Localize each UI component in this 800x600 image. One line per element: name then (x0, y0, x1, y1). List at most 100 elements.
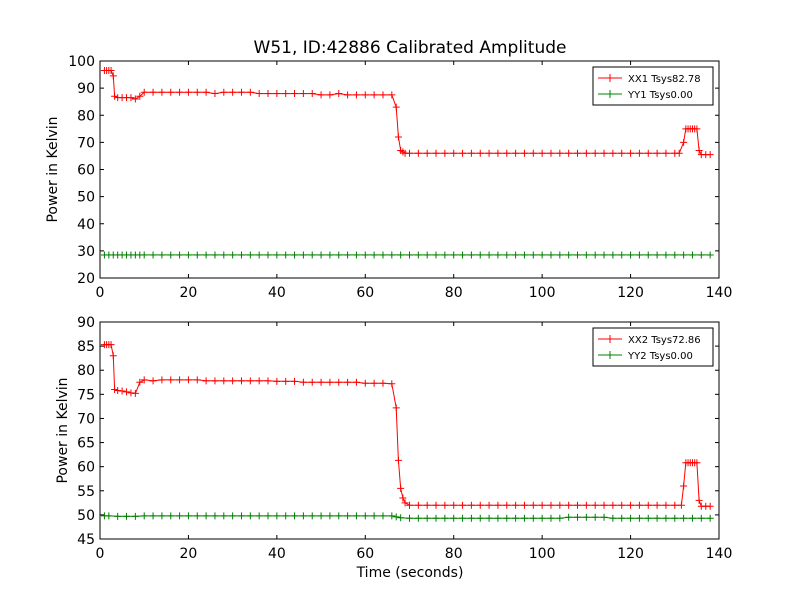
data-point (202, 377, 210, 385)
data-point (299, 378, 307, 386)
y-tick-label: 45 (77, 532, 95, 548)
data-point (538, 514, 546, 522)
data-point (237, 88, 245, 96)
legend: XX1 Tsys82.78 YY1 Tsys0.00 (592, 66, 714, 106)
legend: XX2 Tsys72.86 YY2 Tsys0.00 (592, 327, 714, 367)
bottom-panel: 0 20 40 60 80 100 120 140 45 50 55 60 65 70 75 80 85 90 Po… (55, 315, 732, 562)
data-point (149, 512, 157, 520)
data-point (423, 251, 431, 259)
data-point (264, 251, 272, 259)
data-point (574, 501, 582, 509)
data-point (176, 376, 184, 384)
data-point (600, 149, 608, 157)
data-point (140, 251, 148, 259)
x-tick-label: 140 (706, 546, 733, 562)
data-point (167, 376, 175, 384)
data-point (344, 251, 352, 259)
data-point (635, 149, 643, 157)
data-point (538, 501, 546, 509)
data-point (308, 90, 316, 98)
data-point (565, 251, 573, 259)
data-point (308, 251, 316, 259)
data-point (246, 88, 254, 96)
data-point (512, 149, 520, 157)
data-point (467, 149, 475, 157)
data-point (273, 90, 281, 98)
data-point (158, 88, 166, 96)
data-point (158, 512, 166, 520)
data-point (237, 377, 245, 385)
x-tick-label: 140 (706, 285, 733, 301)
data-point (379, 512, 387, 520)
data-point (512, 251, 520, 259)
data-point (547, 514, 555, 522)
y-tick-label: 85 (77, 339, 95, 355)
data-point (450, 501, 458, 509)
data-point (600, 501, 608, 509)
data-point (388, 251, 396, 259)
data-point (476, 251, 484, 259)
data-point (317, 251, 325, 259)
data-point (246, 512, 254, 520)
data-point (220, 251, 228, 259)
y-tick-label: 65 (77, 436, 95, 452)
data-point (394, 456, 402, 464)
data-point (459, 149, 467, 157)
data-point (246, 251, 254, 259)
data-point (432, 514, 440, 522)
x-tick-label: 0 (96, 285, 105, 301)
data-point (397, 514, 405, 522)
data-point (149, 377, 157, 385)
data-point (582, 149, 590, 157)
data-point (706, 251, 714, 259)
x-tick-label: 20 (180, 285, 198, 301)
data-point (184, 512, 192, 520)
data-point (326, 378, 334, 386)
data-point (706, 151, 714, 159)
data-point (379, 91, 387, 99)
data-point (414, 149, 422, 157)
data-point (131, 95, 139, 103)
data-point (693, 125, 701, 133)
data-point (503, 149, 511, 157)
data-point (392, 404, 400, 412)
data-point (662, 251, 670, 259)
data-point (680, 138, 688, 146)
data-point (494, 251, 502, 259)
data-point (671, 251, 679, 259)
data-point (520, 514, 528, 522)
x-tick-label: 120 (617, 285, 644, 301)
data-point (574, 251, 582, 259)
data-point (167, 251, 175, 259)
data-point (423, 501, 431, 509)
data-point (574, 513, 582, 521)
y-tick-label: 90 (77, 315, 95, 331)
data-point (220, 88, 228, 96)
data-point (565, 501, 573, 509)
data-point (459, 251, 467, 259)
data-point (618, 149, 626, 157)
data-point (326, 512, 334, 520)
data-point (556, 251, 564, 259)
legend-marker-1 (606, 74, 614, 82)
y-tick-label: 80 (77, 108, 95, 124)
data-point (680, 482, 688, 490)
data-point (627, 514, 635, 522)
y-tick-label: 40 (77, 217, 95, 233)
data-point (220, 512, 228, 520)
figure-title: W51, ID:42886 Calibrated Amplitude (254, 38, 567, 58)
data-point (653, 501, 661, 509)
data-point (167, 88, 175, 96)
data-point (140, 376, 148, 384)
data-point (273, 251, 281, 259)
data-point (264, 512, 272, 520)
data-point (291, 90, 299, 98)
data-point (609, 514, 617, 522)
x-tick-label: 60 (356, 285, 374, 301)
data-point (494, 501, 502, 509)
data-point (609, 149, 617, 157)
data-point (184, 251, 192, 259)
data-point (467, 251, 475, 259)
x-tick-label: 80 (445, 285, 463, 301)
